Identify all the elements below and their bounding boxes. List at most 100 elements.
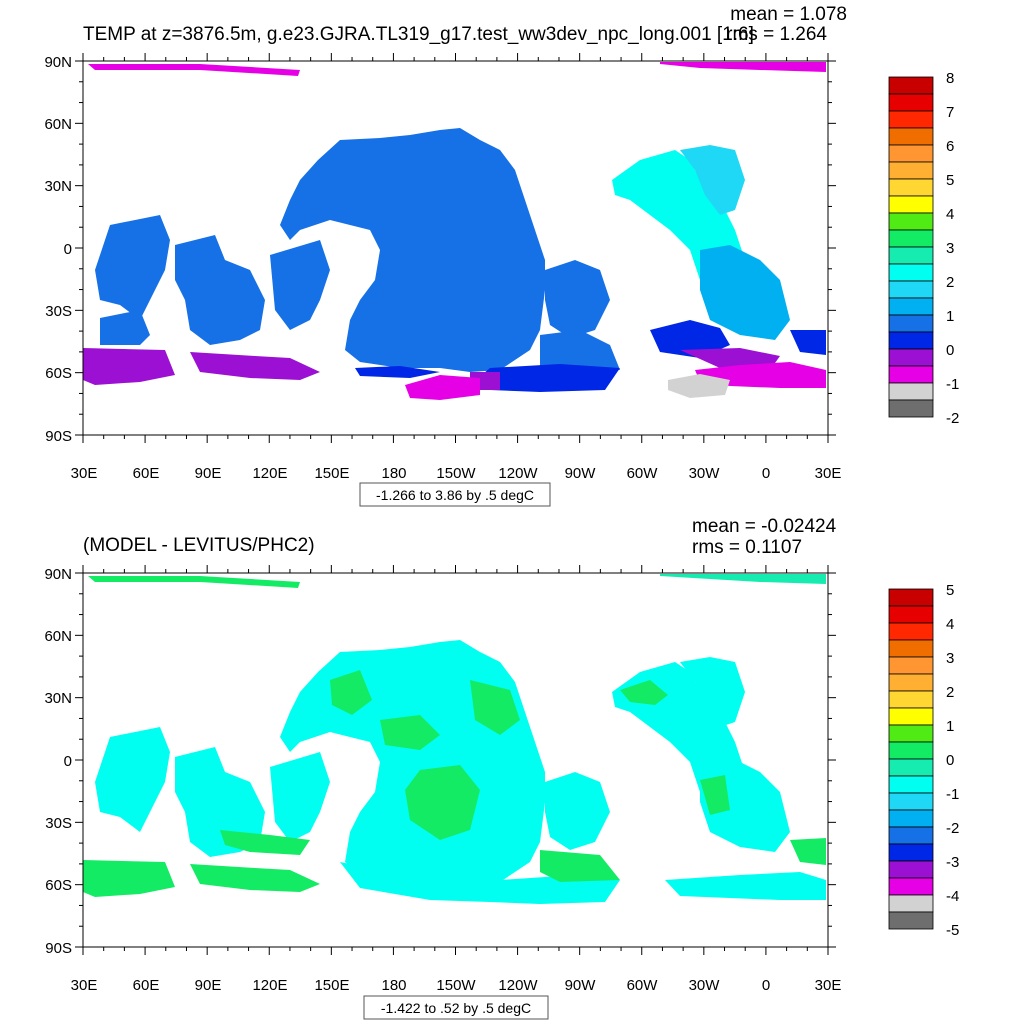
pacific-green-patch-4: [380, 715, 440, 750]
colorbar-label: 0: [946, 752, 954, 769]
south-pacific-east: [545, 772, 610, 850]
panel-1-rms: rms = 1.264: [726, 24, 827, 45]
panel-1-info-box: [359, 482, 551, 507]
pacific-green-patch-1: [405, 765, 480, 840]
colorbar-swatch: [888, 161, 934, 180]
panel-1-mean: mean = 1.078: [730, 4, 847, 25]
lat-label: 60S: [45, 365, 72, 382]
panel-1-title: TEMP at z=3876.5m, g.e23.GJRA.TL319_g17.…: [83, 24, 754, 45]
colorbar-label: 5: [946, 172, 954, 189]
panel-1-ticks: [75, 53, 836, 443]
panel-2-colorbar: [888, 588, 934, 930]
panel-1: TEMP at z=3876.5m, g.e23.GJRA.TL319_g17.…: [44, 4, 959, 507]
lon-label: 150E: [314, 465, 349, 482]
lat-label: 90S: [45, 428, 72, 445]
panel-1-info: -1.266 to 3.86 by .5 degC: [376, 487, 534, 503]
indian-basin-a: [95, 727, 170, 832]
colorbar-label: 8: [946, 70, 954, 87]
panel-1-lat-labels: 90N 60N 30N 0 30S 60S 90S: [44, 54, 72, 445]
colorbar-swatch: [888, 229, 934, 248]
lon-label: 0: [762, 977, 770, 994]
lon-label: 30E: [71, 977, 98, 994]
colorbar-label: 4: [946, 616, 954, 633]
lon-label: 120W: [498, 977, 538, 994]
colorbar-label: 2: [946, 684, 954, 701]
arctic-strip-east: [660, 62, 826, 72]
weddell-blue: [650, 320, 730, 358]
colorbar-label: -2: [946, 410, 959, 427]
north-atlantic-green: [620, 680, 668, 705]
lon-label: 180: [381, 465, 406, 482]
colorbar-swatch: [888, 263, 934, 282]
colorbar-label: -4: [946, 888, 959, 905]
lat-label: 60N: [44, 116, 72, 133]
indian-green-band: [220, 830, 310, 855]
colorbar-swatch: [888, 911, 934, 930]
lon-label: 60W: [627, 465, 659, 482]
lat-label: 30S: [45, 303, 72, 320]
lat-label: 60S: [45, 877, 72, 894]
south-pacific-east: [545, 260, 610, 338]
lon-label: 0: [762, 465, 770, 482]
southern-green-pacific: [540, 850, 620, 882]
colorbar-swatch: [888, 331, 934, 350]
southern-violet-west: [83, 348, 175, 385]
colorbar-label: 5: [946, 582, 954, 599]
lon-label: 30W: [689, 465, 721, 482]
lon-label: 60E: [133, 977, 160, 994]
panel-2: (MODEL - LEVITUS/PHC2) mean = -0.02424 r…: [44, 516, 959, 1020]
panel-2-colorbar-labels: 5 4 3 2 1 0 -1 -2 -3 -4 -5: [946, 582, 959, 939]
lon-label: 150W: [436, 977, 476, 994]
lon-label: 150W: [436, 465, 476, 482]
panel-2-mean: mean = -0.02424: [692, 516, 837, 537]
colorbar-swatch: [888, 297, 934, 316]
southern-violet-mid: [190, 352, 320, 380]
southern-band-atlantic: [665, 872, 826, 900]
colorbar-label: -1: [946, 786, 959, 803]
colorbar-swatch: [888, 673, 934, 692]
lon-label: 90E: [195, 977, 222, 994]
pacific-green-patch-2: [470, 680, 520, 735]
colorbar-swatch: [888, 707, 934, 726]
colorbar-swatch: [888, 656, 934, 675]
colorbar-swatch: [888, 127, 934, 146]
southern-band-mid: [190, 864, 320, 892]
colorbar-swatch: [888, 144, 934, 163]
arctic-strip-east: [660, 574, 826, 584]
colorbar-label: 2: [946, 274, 954, 291]
colorbar-label: 3: [946, 240, 954, 257]
southeast-pacific: [540, 330, 620, 372]
south-atlantic-green: [700, 775, 730, 815]
southern-indian-basin: [100, 310, 150, 345]
panel-2-ticks: [75, 565, 836, 955]
southern-green-atlantic: [790, 838, 826, 865]
atlantic-east: [680, 657, 745, 727]
arctic-strip-west: [88, 64, 300, 76]
south-atlantic: [700, 245, 790, 340]
lat-label: 90N: [44, 54, 72, 71]
panel-2-info-box: [363, 995, 549, 1020]
lon-label: 30E: [815, 465, 842, 482]
lon-label: 90E: [195, 465, 222, 482]
colorbar-label: 1: [946, 718, 954, 735]
colorbar-swatch: [888, 809, 934, 828]
colorbar-label: -3: [946, 854, 959, 871]
colorbar-label: 1: [946, 308, 954, 325]
colorbar-swatch: [888, 775, 934, 794]
indian-basin-b: [175, 747, 265, 857]
australia-west-basin: [270, 752, 330, 842]
southern-ocean-pacific: [470, 364, 620, 392]
colorbar-swatch: [888, 195, 934, 214]
colorbar-swatch: [888, 622, 934, 641]
lon-label: 90W: [565, 977, 597, 994]
lon-label: 30W: [689, 977, 721, 994]
southern-ocean-indian: [355, 366, 440, 378]
colorbar-swatch: [888, 399, 934, 418]
lon-label: 120E: [252, 465, 287, 482]
pacific-green-patch-3: [330, 670, 372, 715]
southern-ocean: [340, 862, 620, 904]
colorbar-swatch: [888, 724, 934, 743]
colorbar-swatch: [888, 894, 934, 913]
panel-2-map: [83, 574, 826, 904]
